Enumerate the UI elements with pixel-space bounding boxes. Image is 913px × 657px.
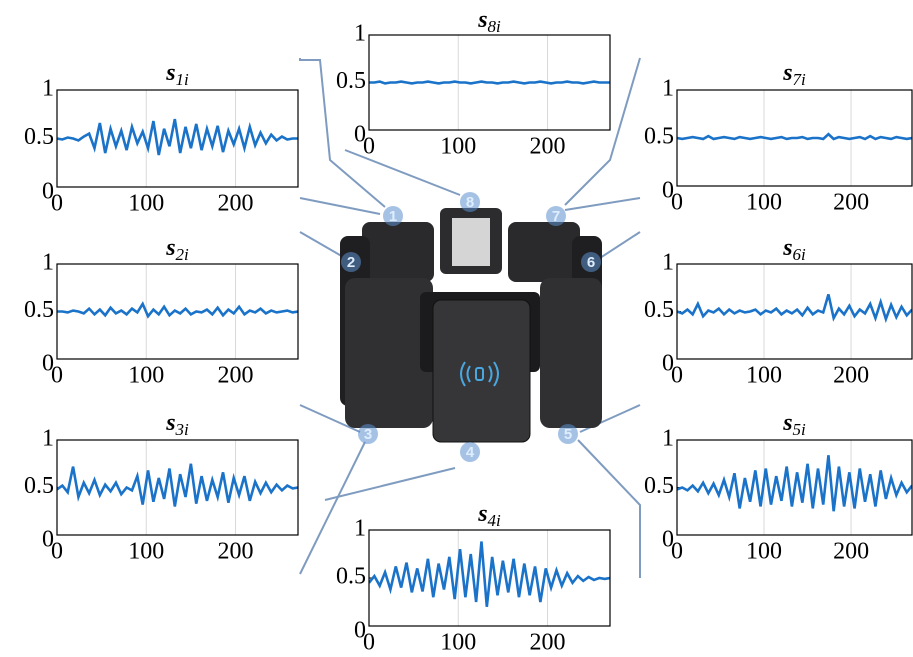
y-tick-label: 0 bbox=[662, 351, 674, 377]
title-subscript: 1i bbox=[176, 70, 190, 89]
chart-title: s2i bbox=[165, 235, 189, 264]
x-tick-label: 200 bbox=[530, 134, 566, 160]
signal-chart: 010020000.51s3i bbox=[24, 410, 298, 565]
pod-label: 1 bbox=[389, 208, 397, 225]
connector bbox=[300, 442, 365, 574]
x-tick-label: 100 bbox=[746, 539, 782, 565]
x-tick-label: 200 bbox=[833, 539, 869, 565]
y-tick-label: 0 bbox=[662, 178, 674, 204]
y-tick-label: 0.5 bbox=[336, 68, 366, 94]
title-symbol: s bbox=[782, 410, 792, 436]
chart-title: s5i bbox=[782, 410, 806, 439]
x-tick-label: 200 bbox=[218, 539, 254, 565]
x-tick-label: 200 bbox=[218, 191, 254, 217]
x-tick-label: 200 bbox=[833, 363, 869, 389]
pod-body bbox=[433, 300, 530, 442]
connector bbox=[600, 232, 640, 258]
y-tick-label: 0.5 bbox=[644, 297, 674, 323]
x-tick-label: 100 bbox=[746, 190, 782, 216]
title-symbol: s bbox=[165, 60, 175, 86]
connector bbox=[565, 198, 640, 210]
x-tick-label: 100 bbox=[440, 134, 476, 160]
y-tick-label: 0 bbox=[42, 527, 54, 553]
y-tick-label: 0.5 bbox=[644, 473, 674, 499]
x-tick-label: 100 bbox=[440, 630, 476, 656]
y-tick-label: 1 bbox=[42, 76, 54, 102]
title-subscript: 8i bbox=[488, 17, 502, 36]
pod-label: 8 bbox=[466, 194, 474, 211]
pod-label: 6 bbox=[587, 254, 595, 271]
title-symbol: s bbox=[165, 410, 175, 436]
y-tick-label: 0.5 bbox=[24, 124, 54, 150]
y-tick-label: 0.5 bbox=[336, 564, 366, 590]
title-subscript: 4i bbox=[488, 511, 502, 530]
pod-body bbox=[345, 278, 433, 428]
y-tick-label: 0.5 bbox=[644, 124, 674, 150]
title-symbol: s bbox=[782, 235, 792, 261]
y-tick-label: 1 bbox=[662, 76, 674, 102]
title-subscript: 7i bbox=[793, 70, 807, 89]
title-symbol: s bbox=[782, 60, 792, 86]
armband bbox=[340, 208, 602, 442]
y-tick-label: 1 bbox=[354, 21, 366, 47]
pod-window bbox=[452, 218, 490, 266]
pod-label: 4 bbox=[466, 444, 475, 461]
y-tick-label: 0 bbox=[42, 179, 54, 205]
y-tick-label: 0 bbox=[662, 527, 674, 553]
pod-label: 3 bbox=[364, 426, 372, 443]
title-subscript: 2i bbox=[176, 245, 190, 264]
chart-title: s3i bbox=[165, 410, 189, 439]
y-tick-label: 0 bbox=[354, 122, 366, 148]
title-subscript: 3i bbox=[175, 420, 190, 439]
y-tick-label: 0 bbox=[354, 618, 366, 644]
pod-body bbox=[508, 222, 580, 282]
x-tick-label: 100 bbox=[128, 539, 164, 565]
y-tick-label: 0.5 bbox=[24, 297, 54, 323]
y-tick-label: 0.5 bbox=[24, 473, 54, 499]
signal-line bbox=[369, 82, 610, 84]
pod-label: 2 bbox=[347, 254, 355, 271]
chart-title: s6i bbox=[782, 235, 806, 264]
chart-title: s1i bbox=[165, 60, 189, 89]
title-symbol: s bbox=[477, 7, 487, 33]
pod-label: 7 bbox=[552, 208, 560, 225]
y-tick-label: 1 bbox=[42, 426, 54, 452]
chart-title: s8i bbox=[477, 7, 501, 36]
pod-body bbox=[540, 278, 602, 428]
y-tick-label: 1 bbox=[42, 250, 54, 276]
y-tick-label: 0 bbox=[42, 351, 54, 377]
chart-title: s7i bbox=[782, 60, 806, 89]
figure: 12345678 010020000.51s1i010020000.51s2i0… bbox=[0, 0, 913, 657]
y-tick-label: 1 bbox=[662, 426, 674, 452]
x-tick-label: 100 bbox=[128, 363, 164, 389]
pod-body bbox=[362, 222, 434, 282]
plot-lines bbox=[369, 82, 610, 84]
y-tick-label: 1 bbox=[662, 250, 674, 276]
pod-label: 5 bbox=[564, 426, 572, 443]
x-tick-label: 100 bbox=[128, 191, 164, 217]
connector bbox=[300, 198, 380, 214]
connector bbox=[300, 232, 345, 258]
title-subscript: 6i bbox=[793, 245, 807, 264]
x-tick-label: 200 bbox=[218, 363, 254, 389]
title-subscript: 5i bbox=[793, 420, 807, 439]
chart-title: s4i bbox=[477, 501, 501, 530]
x-tick-label: 200 bbox=[530, 630, 566, 656]
x-tick-label: 100 bbox=[746, 363, 782, 389]
title-symbol: s bbox=[165, 235, 175, 261]
y-tick-label: 1 bbox=[354, 516, 366, 542]
x-tick-label: 200 bbox=[833, 190, 869, 216]
title-symbol: s bbox=[477, 501, 487, 527]
